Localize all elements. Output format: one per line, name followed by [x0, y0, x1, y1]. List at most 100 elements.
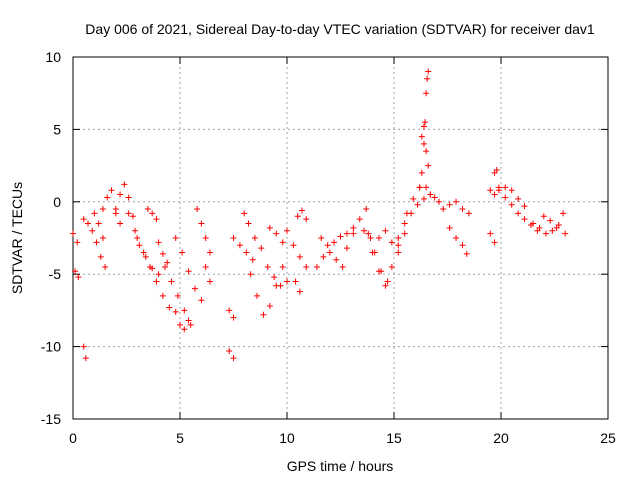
data-point: [202, 263, 209, 270]
data-point: [279, 239, 286, 246]
data-point: [185, 268, 192, 275]
data-point: [401, 220, 408, 227]
data-point: [82, 355, 89, 362]
data-point: [251, 235, 258, 241]
data-point: [333, 256, 340, 263]
y-axis-label: SDTVAR / TECUs: [9, 182, 25, 294]
data-point: [168, 278, 175, 285]
data-point: [350, 230, 357, 237]
data-point: [284, 278, 290, 285]
data-point: [431, 194, 438, 201]
data-point: [159, 250, 166, 257]
data-point: [303, 263, 310, 270]
data-point: [290, 242, 297, 249]
data-point: [463, 250, 470, 257]
data-point: [241, 210, 248, 217]
data-point: [388, 239, 395, 246]
data-point: [395, 242, 402, 249]
y-tick-label: 5: [53, 121, 61, 137]
data-point: [515, 195, 522, 202]
data-point: [84, 220, 91, 227]
data-point: [440, 206, 447, 213]
data-point: [134, 235, 141, 241]
data-point: [95, 220, 102, 227]
data-point: [181, 326, 188, 333]
data-point: [174, 292, 181, 299]
data-point: [243, 249, 250, 256]
x-tick-label: 25: [600, 430, 616, 446]
data-point: [230, 355, 237, 362]
data-point: [425, 68, 432, 75]
data-point: [423, 90, 430, 97]
data-point: [446, 201, 453, 208]
data-point: [515, 210, 522, 217]
data-point: [296, 288, 303, 295]
data-point: [410, 195, 417, 202]
data-point: [93, 239, 100, 246]
data-point: [560, 210, 567, 217]
data-point: [198, 220, 205, 227]
data-point: [294, 213, 301, 220]
y-tick-label: 10: [45, 49, 61, 65]
data-point: [521, 216, 528, 223]
data-point: [536, 224, 543, 231]
data-point: [144, 206, 151, 213]
data-point: [80, 343, 87, 350]
data-point: [247, 271, 254, 278]
data-point: [132, 227, 139, 234]
data-point: [159, 292, 166, 299]
data-point: [521, 203, 528, 210]
data-point: [129, 213, 136, 220]
data-point: [125, 194, 132, 201]
data-point: [140, 249, 147, 256]
data-point: [424, 75, 431, 82]
data-point: [298, 207, 305, 214]
data-point: [343, 245, 350, 252]
data-point: [260, 311, 267, 318]
y-tick-labels: 10 5 0 -5 -10 -15: [41, 49, 61, 427]
data-point: [382, 227, 389, 234]
data-point: [271, 274, 278, 281]
data-point: [179, 249, 186, 256]
data-point: [435, 198, 442, 205]
data-point: [206, 249, 213, 256]
data-point: [493, 166, 500, 173]
data-point: [264, 263, 271, 270]
data-point: [166, 304, 173, 311]
data-point: [202, 235, 209, 241]
data-point: [495, 187, 502, 194]
data-point: [491, 239, 498, 246]
data-point: [356, 216, 363, 223]
data-point: [508, 187, 515, 194]
data-point: [89, 227, 96, 234]
data-point: [542, 230, 549, 237]
data-point: [401, 230, 408, 237]
data-point: [142, 253, 149, 260]
data-point: [418, 169, 425, 176]
data-point: [277, 282, 284, 289]
grid-lines: [73, 57, 608, 419]
data-point: [326, 249, 333, 256]
data-point: [549, 227, 556, 234]
data-point: [97, 253, 104, 260]
data-point: [363, 206, 370, 213]
data-point: [266, 303, 273, 310]
data-point: [423, 148, 430, 155]
data-point: [206, 278, 213, 285]
data-point: [74, 239, 81, 246]
data-point: [102, 263, 109, 270]
data-point: [369, 249, 376, 256]
data-point: [339, 263, 346, 270]
data-point: [403, 210, 410, 217]
chart-title: Day 006 of 2021, Sidereal Day-to-day VTE…: [85, 21, 595, 37]
data-point: [99, 235, 106, 241]
data-point: [117, 191, 124, 198]
data-point: [361, 227, 368, 234]
data-point: [416, 184, 423, 191]
data-point: [177, 321, 183, 328]
y-tick-label: -10: [41, 339, 61, 355]
data-point: [172, 235, 179, 241]
data-point: [303, 216, 310, 223]
data-point: [112, 210, 119, 217]
